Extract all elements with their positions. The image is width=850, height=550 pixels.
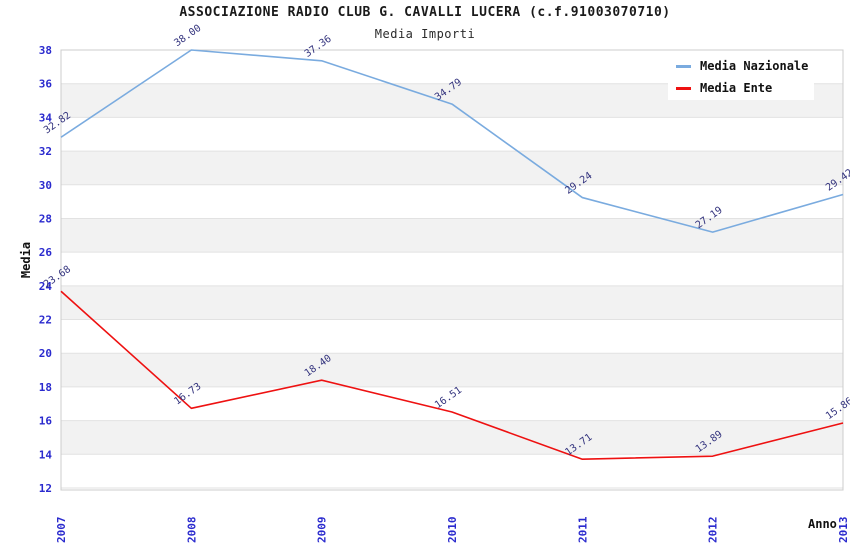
x-tick-label: 2013 [837,517,850,544]
x-tick-label: 2012 [707,517,720,544]
plot-band [61,285,843,320]
legend-swatch-red [676,86,691,90]
data-label: 15.86 [824,396,850,422]
legend-swatch-blue [676,64,691,68]
x-tick-label: 2010 [446,517,459,544]
x-tick-label: 2009 [316,517,329,544]
plot-band [61,353,843,387]
y-axis-title: Media [19,241,33,279]
y-tick-label: 18 [39,381,52,394]
data-label: 16.51 [433,385,464,411]
plot-band [61,151,843,185]
legend-item-label: Media Nazionale [700,59,809,73]
y-tick-label: 22 [39,314,52,327]
y-tick-label: 16 [39,415,53,428]
y-tick-label: 36 [39,78,53,91]
plot-band [61,218,843,253]
x-tick-label: 2008 [185,517,198,544]
y-tick-label: 26 [39,246,53,259]
y-tick-label: 32 [39,145,52,158]
y-tick-label: 20 [39,347,52,360]
chart-title: ASSOCIAZIONE RADIO CLUB G. CAVALLI LUCER… [179,5,671,20]
data-label: 37.36 [303,34,334,60]
legend: Media Nazionale Media Ente [668,54,814,100]
x-tick-label: 2011 [576,516,589,543]
legend-item-media-ente: Media Ente [676,79,814,97]
series-line-media-nazionale [60,49,844,233]
y-tick-label: 24 [39,280,53,293]
chart-subtitle: Media Importi [374,27,476,41]
x-axis-title: Anno [808,517,837,531]
legend-item-media-nazionale: Media Nazionale [676,57,814,75]
y-tick-label: 38 [39,44,52,57]
data-label: 38.00 [172,23,203,49]
legend-item-label: Media Ente [700,81,773,95]
plot-band [61,420,843,455]
series-line-media-ente [60,290,844,460]
plot-border [60,49,844,491]
y-tick-label: 14 [39,448,53,461]
y-tick-label: 28 [39,212,52,225]
y-tick-label: 34 [39,111,53,124]
y-tick-label: 12 [39,482,52,495]
x-tick-label: 2007 [55,517,68,544]
y-tick-label: 30 [39,179,52,192]
